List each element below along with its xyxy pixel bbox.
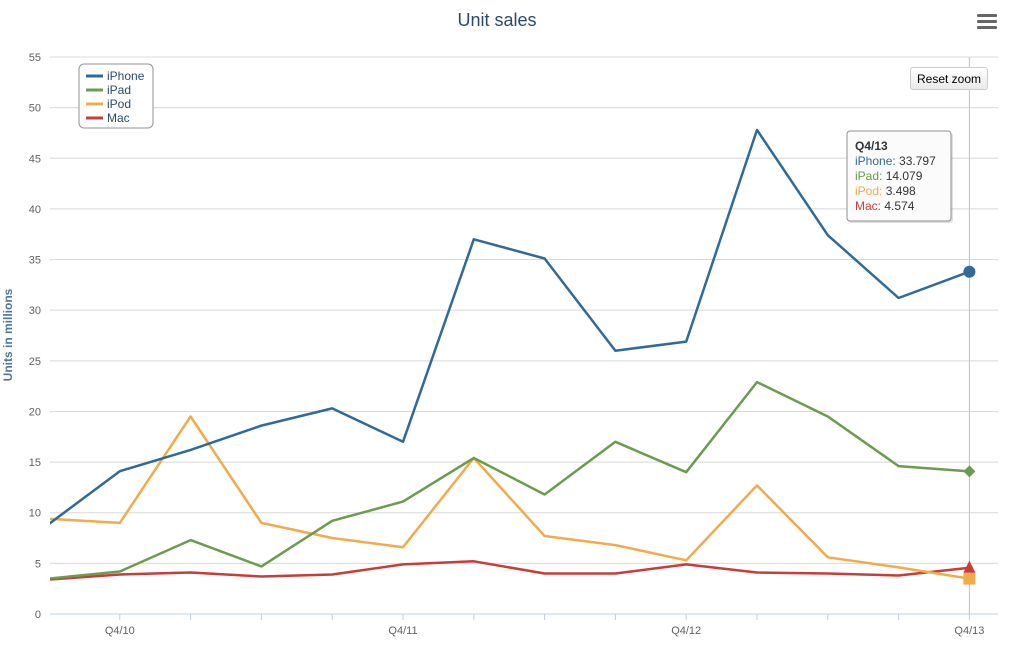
x-tick-label: Q4/10: [105, 625, 135, 637]
tooltip-series-name: iPhone:: [855, 154, 896, 168]
tooltip-series-value: 3.498: [882, 184, 916, 198]
series-line-iphone: [50, 128, 970, 525]
y-tick-label: 55: [29, 52, 41, 64]
legend-box: [78, 63, 154, 129]
tooltip-series-name: iPad:: [855, 169, 882, 183]
x-tick-label: Q4/11: [388, 625, 417, 637]
x-tick-label: Q4/13: [954, 625, 984, 637]
menu-bar-bottom: [977, 26, 997, 29]
y-tick-label: 5: [35, 558, 41, 570]
tooltip-row-ipad: iPad: 14.079: [855, 169, 923, 183]
tooltip-series-value: 4.574: [881, 199, 915, 213]
tooltip-row-ipod: iPod: 3.498: [855, 184, 916, 198]
tooltip-series-name: Mac:: [855, 199, 881, 213]
y-tick-label: 15: [29, 457, 41, 469]
hamburger-menu-icon[interactable]: [977, 14, 997, 32]
legend-item-iphone: iPhone: [107, 69, 145, 83]
y-tick-label: 0: [35, 609, 41, 621]
marker-ipad: [963, 465, 976, 478]
y-tick-label: 45: [29, 153, 41, 165]
menu-bar-middle: [977, 20, 997, 23]
menu-bar-top: [977, 14, 997, 17]
tooltip-header: Q4/13: [855, 139, 888, 153]
tooltip-row-iphone: iPhone: 33.797: [855, 154, 936, 168]
series-line-mac: [50, 560, 970, 581]
tooltip-series-value: 33.797: [896, 154, 936, 168]
y-tick-label: 30: [29, 305, 41, 317]
tooltip-box: [846, 130, 952, 222]
legend-item-ipod: iPod: [107, 97, 131, 111]
series-line-ipod: [50, 415, 970, 580]
tooltip-series-value: 14.079: [882, 169, 922, 183]
chart-title: Unit sales: [457, 10, 536, 30]
x-tick-label: Q4/12: [671, 625, 701, 637]
legend-item-ipad: iPad: [107, 83, 131, 97]
tooltip-row-mac: Mac: 4.574: [855, 199, 915, 213]
marker-mac: [963, 560, 976, 573]
y-tick-label: 20: [29, 406, 41, 418]
legend-item-mac: Mac: [107, 111, 130, 125]
y-axis-label: Units in millions: [1, 288, 15, 381]
y-tick-label: 40: [29, 204, 41, 216]
tooltip-series-name: iPod:: [855, 184, 882, 198]
y-tick-label: 25: [29, 356, 41, 368]
y-tick-label: 35: [29, 255, 41, 267]
y-tick-label: 50: [29, 103, 41, 115]
series-line-ipad: [50, 380, 970, 580]
marker-ipod: [963, 572, 976, 585]
reset-zoom-button[interactable]: Reset zoom: [910, 67, 988, 90]
y-tick-label: 10: [29, 508, 41, 520]
marker-iphone: [963, 265, 976, 278]
